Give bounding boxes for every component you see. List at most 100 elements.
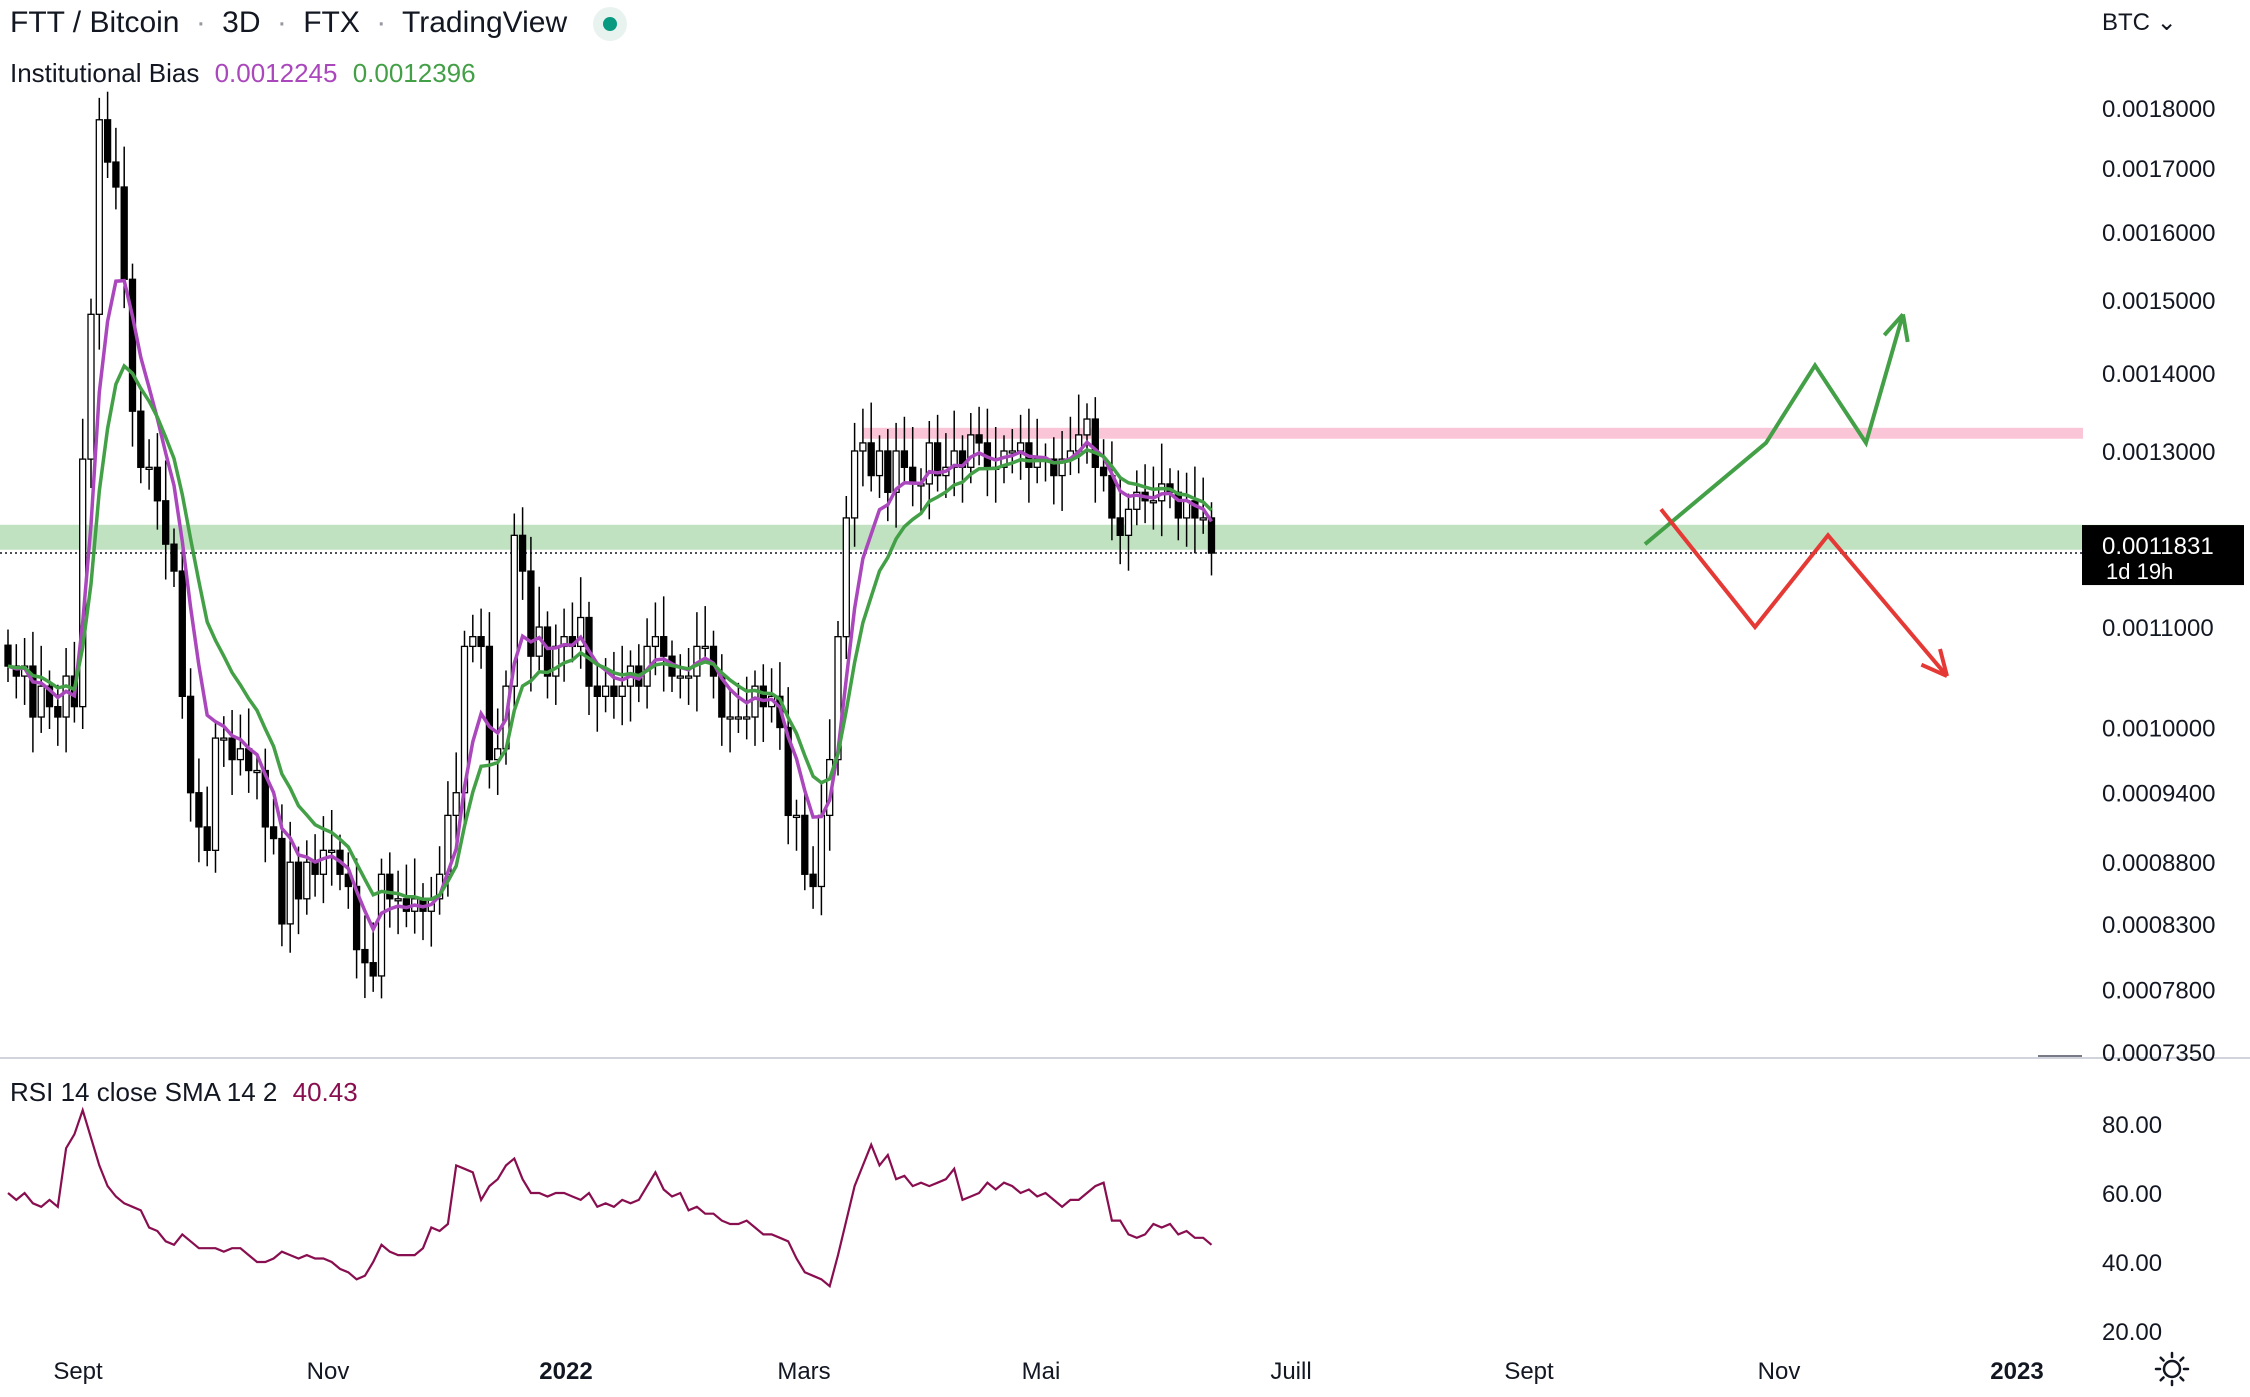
candle[interactable] xyxy=(286,861,294,925)
candle[interactable] xyxy=(850,450,859,519)
candle[interactable] xyxy=(601,685,610,697)
candle[interactable] xyxy=(1116,517,1124,536)
current-price-badge[interactable] xyxy=(2082,525,2244,586)
candle[interactable] xyxy=(394,898,402,902)
candle[interactable] xyxy=(875,450,884,477)
candle[interactable] xyxy=(220,737,228,741)
candle[interactable] xyxy=(253,769,261,774)
candle[interactable] xyxy=(120,186,128,280)
candle[interactable] xyxy=(651,636,660,648)
candle[interactable] xyxy=(294,861,303,900)
candle[interactable] xyxy=(128,278,137,412)
candle[interactable] xyxy=(1133,491,1141,510)
candle[interactable] xyxy=(792,814,801,819)
candle[interactable] xyxy=(29,665,37,718)
candle[interactable] xyxy=(137,410,145,468)
candle[interactable] xyxy=(153,466,162,502)
candle[interactable] xyxy=(543,626,552,677)
candle[interactable] xyxy=(1050,458,1058,477)
candle[interactable] xyxy=(1083,418,1091,436)
bullish-scenario-arrow[interactable] xyxy=(1643,313,1905,546)
candle[interactable] xyxy=(203,826,211,851)
candle[interactable] xyxy=(610,685,618,697)
candle[interactable] xyxy=(45,685,54,708)
candle[interactable] xyxy=(377,873,386,977)
candle[interactable] xyxy=(162,500,170,545)
candle[interactable] xyxy=(1199,517,1207,521)
candle[interactable] xyxy=(510,534,518,687)
candle[interactable] xyxy=(477,636,485,648)
candle[interactable] xyxy=(178,570,186,697)
candle[interactable] xyxy=(701,645,709,650)
candle[interactable] xyxy=(211,737,220,851)
bearish-scenario-arrow[interactable] xyxy=(1659,508,1949,678)
candle[interactable] xyxy=(186,695,195,794)
candle[interactable] xyxy=(552,645,560,677)
candle[interactable] xyxy=(577,616,585,648)
candle[interactable] xyxy=(1174,491,1182,519)
candle[interactable] xyxy=(1124,508,1133,536)
currency-selector[interactable]: BTC ⌄ xyxy=(2102,8,2177,37)
candle[interactable] xyxy=(842,517,850,638)
candle[interactable] xyxy=(361,948,369,964)
scenario-arrows-layer[interactable] xyxy=(1643,312,1949,678)
candle[interactable] xyxy=(684,675,693,679)
market-status-icon[interactable] xyxy=(593,7,628,42)
candle[interactable] xyxy=(62,675,70,718)
candle[interactable] xyxy=(245,748,253,772)
candle[interactable] xyxy=(386,873,394,900)
candle[interactable] xyxy=(518,534,527,572)
axis-layer[interactable]: 0.0018000 0.0017000 0.0016000 0.0015000 0.00… xyxy=(53,96,2244,1387)
candle[interactable] xyxy=(103,119,112,163)
candle[interactable] xyxy=(618,685,626,697)
candle[interactable] xyxy=(975,434,983,444)
candle[interactable] xyxy=(933,442,942,477)
candle[interactable] xyxy=(1149,500,1158,504)
candle[interactable] xyxy=(726,716,734,720)
candle[interactable] xyxy=(967,434,975,468)
candle[interactable] xyxy=(734,716,743,720)
candle[interactable] xyxy=(784,726,792,817)
candle[interactable] xyxy=(469,636,477,648)
rsi-legend[interactable]: RSI 14 close SMA 14 2 40.43 xyxy=(10,1077,366,1108)
candle[interactable] xyxy=(452,792,460,817)
candle[interactable] xyxy=(660,636,668,657)
candle[interactable] xyxy=(369,962,377,977)
candle[interactable] xyxy=(54,705,62,718)
indicator-legend[interactable]: Institutional Bias 0.0012245 0.0012396 xyxy=(10,58,484,89)
candle[interactable] xyxy=(1008,450,1016,454)
candle[interactable] xyxy=(37,685,45,718)
candle[interactable] xyxy=(228,737,236,761)
candle[interactable] xyxy=(112,161,120,188)
candle[interactable] xyxy=(743,716,751,720)
candle[interactable] xyxy=(87,313,95,460)
candle[interactable] xyxy=(195,792,203,828)
candle[interactable] xyxy=(1016,442,1025,452)
candle[interactable] xyxy=(884,450,892,493)
candle[interactable] xyxy=(925,442,933,485)
candle[interactable] xyxy=(278,837,286,925)
candle[interactable] xyxy=(1191,500,1199,519)
candle[interactable] xyxy=(328,849,336,853)
candle[interactable] xyxy=(303,861,311,900)
candle[interactable] xyxy=(759,685,767,708)
candle[interactable] xyxy=(1099,466,1108,477)
candle[interactable] xyxy=(676,675,684,679)
symbol-header[interactable]: FTT / Bitcoin · 3D · FTX · TradingView xyxy=(10,6,635,42)
candle[interactable] xyxy=(801,814,809,875)
candle[interactable] xyxy=(1207,517,1216,554)
candle[interactable] xyxy=(402,898,411,912)
indicator-name[interactable]: Institutional Bias xyxy=(10,58,200,88)
candle[interactable] xyxy=(809,873,817,888)
candle[interactable] xyxy=(269,826,278,840)
interval-label[interactable]: 3D xyxy=(222,6,261,39)
candle[interactable] xyxy=(817,814,826,888)
candle[interactable] xyxy=(170,543,178,572)
candle[interactable] xyxy=(1058,458,1066,477)
candle[interactable] xyxy=(527,570,535,657)
candle[interactable] xyxy=(867,442,875,477)
candle[interactable] xyxy=(95,119,103,315)
candle[interactable] xyxy=(900,450,909,468)
